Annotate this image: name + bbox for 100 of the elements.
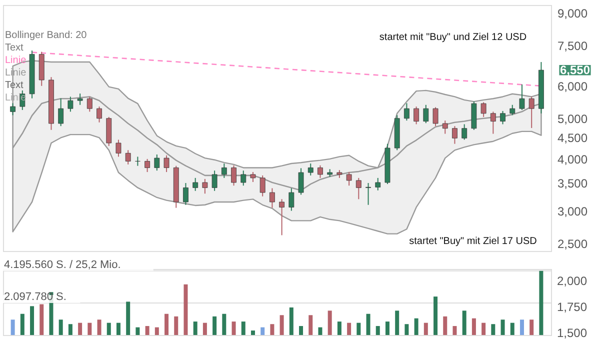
candlestick bbox=[279, 198, 285, 236]
candlestick bbox=[96, 106, 102, 123]
y-tick-label: 4,500 bbox=[558, 131, 588, 146]
bar bbox=[539, 270, 544, 335]
bar bbox=[212, 316, 217, 335]
bar bbox=[472, 318, 476, 335]
candlestick bbox=[231, 164, 236, 186]
ref-line-label: 2.097.780 S. bbox=[4, 290, 66, 303]
bar bbox=[184, 284, 188, 335]
annotation: startet mit "Buy" und Ziel 12 USD bbox=[379, 32, 527, 43]
bar bbox=[414, 318, 418, 335]
bar bbox=[424, 322, 428, 335]
candlestick bbox=[366, 182, 371, 206]
candlestick bbox=[462, 124, 468, 140]
candlestick bbox=[221, 163, 227, 178]
annotation: Bollinger Band: 20 bbox=[5, 30, 88, 41]
bar bbox=[250, 330, 255, 335]
candlestick bbox=[154, 154, 160, 172]
candlestick bbox=[58, 98, 64, 127]
bar bbox=[510, 322, 514, 335]
candlestick bbox=[125, 150, 131, 165]
y-tick-label: 2,500 bbox=[558, 237, 588, 252]
bar bbox=[443, 316, 448, 335]
bar bbox=[482, 322, 486, 335]
candlestick bbox=[480, 102, 486, 118]
bar bbox=[530, 320, 534, 335]
bar bbox=[202, 322, 207, 335]
candlestick bbox=[356, 177, 362, 200]
candlestick bbox=[212, 170, 218, 192]
y-tick-label: 6,000 bbox=[558, 79, 588, 94]
candlestick bbox=[452, 126, 458, 144]
bar bbox=[434, 296, 438, 335]
bar bbox=[260, 327, 265, 335]
bar bbox=[164, 314, 169, 335]
candlestick bbox=[519, 84, 525, 110]
candlestick bbox=[86, 96, 92, 112]
bar bbox=[10, 320, 15, 335]
bar bbox=[78, 322, 82, 335]
bar bbox=[174, 316, 178, 335]
bar bbox=[241, 322, 246, 335]
candlestick bbox=[432, 106, 438, 127]
candlestick bbox=[260, 174, 266, 197]
bar bbox=[347, 322, 352, 335]
candlestick bbox=[528, 96, 534, 128]
bar bbox=[106, 322, 111, 335]
annotation: Linie bbox=[5, 55, 27, 66]
bar bbox=[58, 320, 63, 335]
annotation: Text bbox=[5, 42, 24, 54]
candlestick bbox=[144, 158, 150, 173]
candlestick bbox=[490, 111, 496, 134]
bar bbox=[116, 322, 120, 335]
bar bbox=[40, 304, 44, 335]
bar bbox=[136, 327, 140, 335]
bar bbox=[491, 324, 496, 335]
candlestick bbox=[318, 164, 323, 178]
candlestick bbox=[164, 154, 170, 173]
candlestick bbox=[510, 104, 516, 116]
text: 1,750 bbox=[557, 300, 588, 314]
candlestick bbox=[10, 102, 16, 116]
text: 1,500 bbox=[557, 326, 588, 340]
bar bbox=[145, 326, 150, 335]
candlestick bbox=[183, 182, 188, 206]
y-tick-label: 9,000 bbox=[558, 6, 588, 20]
candlestick bbox=[134, 156, 140, 166]
ref-line-label: 4.195.560 S. / 25,2 Mio. bbox=[4, 258, 121, 271]
candlestick bbox=[375, 177, 381, 191]
bar bbox=[308, 315, 313, 335]
bar bbox=[337, 322, 342, 335]
candlestick bbox=[500, 110, 506, 125]
bar bbox=[462, 310, 466, 335]
text: 6,550 bbox=[560, 63, 590, 78]
bar bbox=[289, 307, 294, 335]
bar bbox=[328, 310, 332, 335]
bar bbox=[452, 326, 457, 335]
bar bbox=[520, 320, 524, 335]
bar bbox=[232, 322, 236, 335]
bar bbox=[299, 326, 304, 335]
candlestick bbox=[250, 172, 256, 182]
bar bbox=[404, 324, 409, 335]
candlestick bbox=[404, 102, 410, 122]
candlestick bbox=[192, 177, 198, 192]
y-tick-label: 4,000 bbox=[558, 152, 588, 166]
y-tick-label: 3,000 bbox=[558, 204, 588, 218]
bar bbox=[395, 310, 400, 335]
bar bbox=[193, 322, 198, 335]
candlestick bbox=[288, 188, 294, 212]
candlestick bbox=[269, 188, 275, 208]
y-tick-label: 7,500 bbox=[558, 39, 588, 54]
bar bbox=[222, 314, 226, 335]
candlestick bbox=[116, 139, 122, 158]
bar bbox=[20, 314, 24, 335]
bar bbox=[88, 322, 92, 335]
candlestick bbox=[202, 178, 208, 194]
bar bbox=[126, 302, 130, 335]
bar bbox=[376, 326, 380, 335]
bar bbox=[356, 322, 361, 335]
bar bbox=[366, 314, 370, 335]
candlestick bbox=[423, 104, 429, 124]
bar bbox=[97, 320, 102, 335]
y-tick-label: 3,500 bbox=[558, 176, 588, 191]
